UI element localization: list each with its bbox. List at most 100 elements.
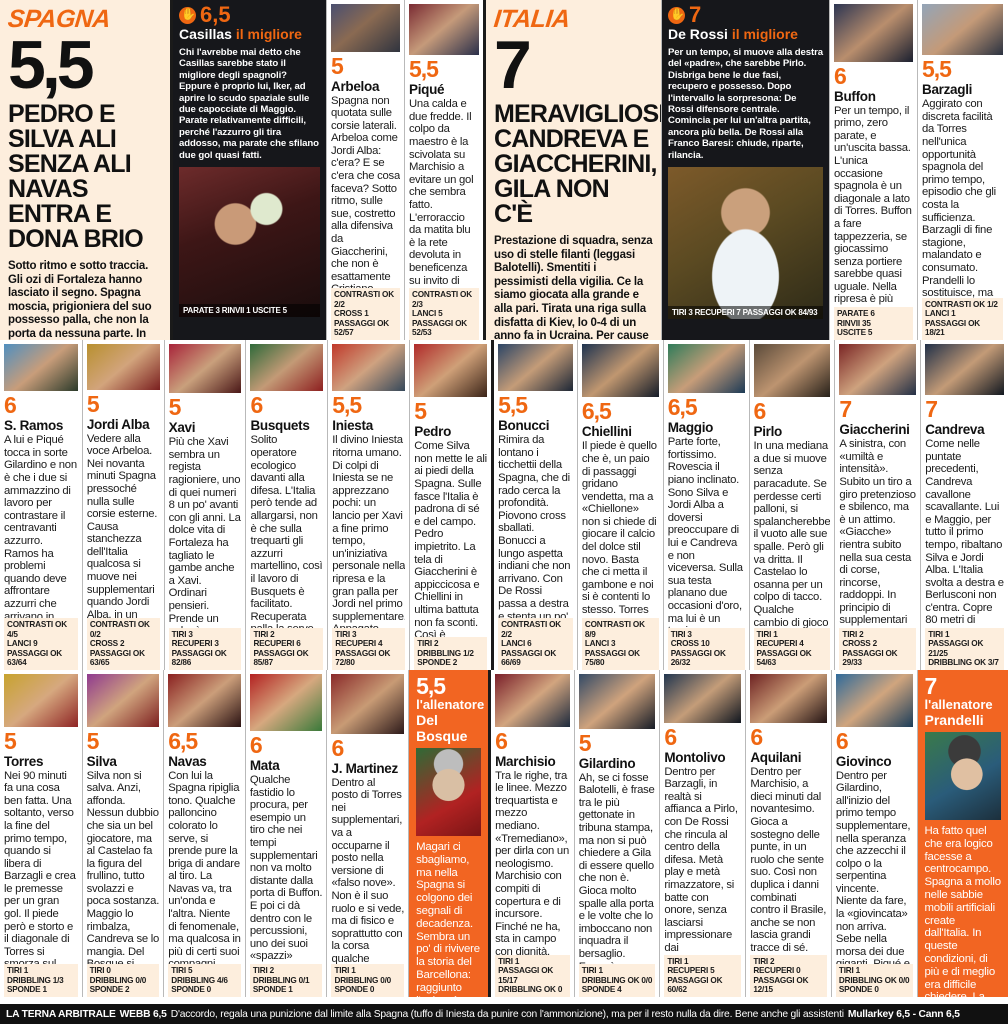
spain-team-name: SPAGNA [6,5,112,33]
buffon-photo [834,4,913,62]
spain-best-tag: il migliore [235,26,302,42]
barzagli-photo [922,4,1003,56]
row-middle: 6 S. Ramos A lui e Piqué tocca in sorte … [0,340,1008,670]
s-ramos-photo [4,344,78,392]
italy-team-name: ITALIA [492,5,572,33]
pirlo-score: 6 [753,398,767,425]
pedro-photo [414,344,488,398]
silva-photo [86,674,160,727]
coach-card-prandelli: 7 l'allenatore Prandelli Ha fatto quel c… [916,670,1008,1024]
player-card-marchisio: 6 Marchisio Tra le righe, tra le linee. … [488,670,574,997]
silva-name: Silva [86,753,117,769]
player-card-busquets: 6 Busquets Solito operatore ecologico da… [245,340,328,670]
arbeloa-score: 5 [331,52,344,79]
italy-best-score: 7 [689,2,702,27]
aquilani-name: Aquilani [750,749,802,765]
giovinco-text: Dentro per Gilardino, all'inizio del pri… [835,769,911,965]
silva-stats: TIRI 0 DRIBBLING 0/0 SPONDE 2 [86,964,160,997]
arbeloa-text: Spagna non quotata sulle corsie laterali… [331,94,400,289]
giovinco-name: Giovinco [835,753,892,769]
pique-stats: CONTRASTI OK 2/3 LANCI 5 PASSAGGI OK 52/… [409,288,479,340]
italy-headline: MERAVIGLIOSI CANDREVA E GIACCHERINI, GIL… [494,100,665,228]
del-bosque-text: Magari ci sbagliamo, ma nella Spagna si … [416,841,480,1024]
italy-best-name: De Rossi il migliore [668,26,823,43]
maggio-photo [667,344,745,394]
player-card-arbeloa: 5 Arbeloa Spagna non quotata sulle corsi… [326,0,404,340]
arbeloa-photo [331,4,400,52]
navas-text: Con lui la Spagna ripiglia tono. Qualche… [168,769,241,965]
torres-name: Torres [4,753,44,769]
maggio-name: Maggio [667,420,714,436]
pedro-stats: TIRI 2 DRIBBLING 1/2 SPONDE 2 [414,637,488,670]
navas-score: 6,5 [168,727,198,754]
navas-stats: TIRI 5 DRIBBLING 4/6 SPONDE 0 [168,964,241,997]
silva-score: 5 [86,727,100,754]
player-card-pirlo: 6 Pirlo In una mediana a due si muove se… [748,340,835,670]
prandelli-role: l'allenatore [924,697,993,712]
iniesta-score: 5,5 [332,392,362,419]
chiellini-photo [581,344,659,398]
maggio-text: Parte forte, fortissimo. Rovescia il pia… [667,436,743,627]
player-card-mata: 6 Mata Qualche fastidio lo procura, per … [244,670,327,997]
medal-icon [179,6,196,24]
giovinco-photo [835,674,913,727]
coach-card-del-bosque: 5,5 l'allenatore Del Bosque Magari ci sb… [408,670,489,1024]
gilardino-text: Ah, se ci fosse Balotelli, è frase tra l… [578,771,655,965]
s-ramos-text: A lui e Piqué tocca in sorte Gilardino e… [4,434,77,619]
derossi-stats: TIRI 3 RECUPERI 7 PASSAGGI OK 84/93 [668,306,823,320]
candreva-stats: TIRI 1 PASSAGGI OK 21/25 DRIBBLING OK 3/… [925,627,1004,670]
spain-best-player-panel: 6,5 Casillas il migliore Chi l'avrebbe m… [170,0,326,340]
italy-best-player-name: De Rossi [668,26,728,42]
referee-bar-label: LA TERNA ARBITRALE [6,1008,116,1020]
pique-photo [409,4,479,56]
arbeloa-stats: CONTRASTI OK 2/2 CROSS 1 PASSAGGI OK 52/… [331,288,400,340]
bonucci-text: Rimira da lontano i ticchettii della Spa… [498,434,571,619]
silva-text: Silva non si salva. Anzi, affonda. Nessu… [86,769,160,965]
casillas-stats: PARATE 3 RINVII 1 USCITE 5 [179,304,320,318]
player-card-jordi-alba: 5 Jordi Alba Vedere alla voce Arbeloa. N… [81,340,164,670]
player-card-giovinco: 6 Giovinco Dentro per Gilardino, all'ini… [830,670,917,997]
j-martinez-name: J. Martinez [331,760,398,776]
assistants-names: Mullarkey 6,5 - Cann 6,5 [847,1008,960,1020]
mata-name: Mata [249,758,280,774]
player-card-candreva: 7 Candreva Come nelle puntate precedenti… [920,340,1008,670]
player-card-j-martinez: 6 J. Martinez Dentro al posto di Torres … [326,670,409,997]
maggio-stats: TIRI 3 CROSS 10 PASSAGGI OK 26/32 [667,627,745,670]
buffon-stats: PARATE 6 RINVII 35 USCITE 5 [834,307,913,340]
derossi-photo: TIRI 3 RECUPERI 7 PASSAGGI OK 84/93 [668,167,823,320]
pirlo-name: Pirlo [753,424,783,440]
torres-score: 5 [4,727,17,754]
pique-name: Piqué [409,82,445,98]
s-ramos-stats: CONTRASTI OK 4/5 LANCI 9 PASSAGGI OK 63/… [4,618,78,670]
bonucci-stats: CONTRASTI OK 2/2 LANCI 6 PASSAGGI OK 66/… [498,618,573,670]
chiellini-name: Chiellini [581,424,632,440]
spain-best-text: Chi l'avrebbe mai detto che Casillas sar… [179,47,319,161]
jordi-alba-photo [86,344,160,390]
navas-name: Navas [168,753,207,769]
candreva-text: Come nelle puntate precedenti, Candreva … [925,438,1004,627]
j-martinez-stats: TIRI 1 DRIBBLING 0/0 SPONDE 0 [331,964,405,997]
arbeloa-name: Arbeloa [331,78,380,94]
player-card-torres: 5 Torres Nei 90 minuti fa una cosa ben f… [0,670,82,997]
mata-photo [249,674,323,732]
pirlo-text: In una mediana a due si muove senza para… [753,440,831,628]
row-top: SPAGNA 5,5 PEDRO E SILVA ALI SENZA ALI N… [0,0,1008,383]
referee-name-score: WEBB 6,5 [119,1008,167,1020]
gilardino-photo [578,674,656,729]
jordi-alba-text: Vedere alla voce Arbeloa. Nei novanta mi… [86,432,158,619]
marchisio-photo [495,674,570,727]
casillas-photo: PARATE 3 RINVII 1 USCITE 5 [179,167,320,318]
xavi-score: 5 [168,394,182,421]
montolivo-name: Montolivo [664,749,726,765]
player-card-silva: 5 Silva Silva non si salva. Anzi, affond… [81,670,164,997]
jordi-alba-stats: CONTRASTI OK 0/2 CROSS 2 PASSAGGI OK 63/… [86,618,160,670]
medal-icon [668,6,685,24]
montolivo-text: Dentro per Barzagli, in realtà si affian… [664,765,741,955]
pique-score: 5,5 [409,56,439,83]
referee-bar: LA TERNA ARBITRALE WEBB 6,5 D'accordo, r… [0,1004,1008,1024]
spain-best-name: Casillas il migliore [179,26,320,43]
barzagli-score: 5,5 [922,56,952,83]
spain-best-player-name: Casillas [179,26,232,42]
marchisio-stats: TIRI 1 PASSAGGI OK 15/17 DRIBBLING OK 0 [495,954,570,997]
xavi-text: Più che Xavi sembra un regista ragionier… [168,436,241,627]
